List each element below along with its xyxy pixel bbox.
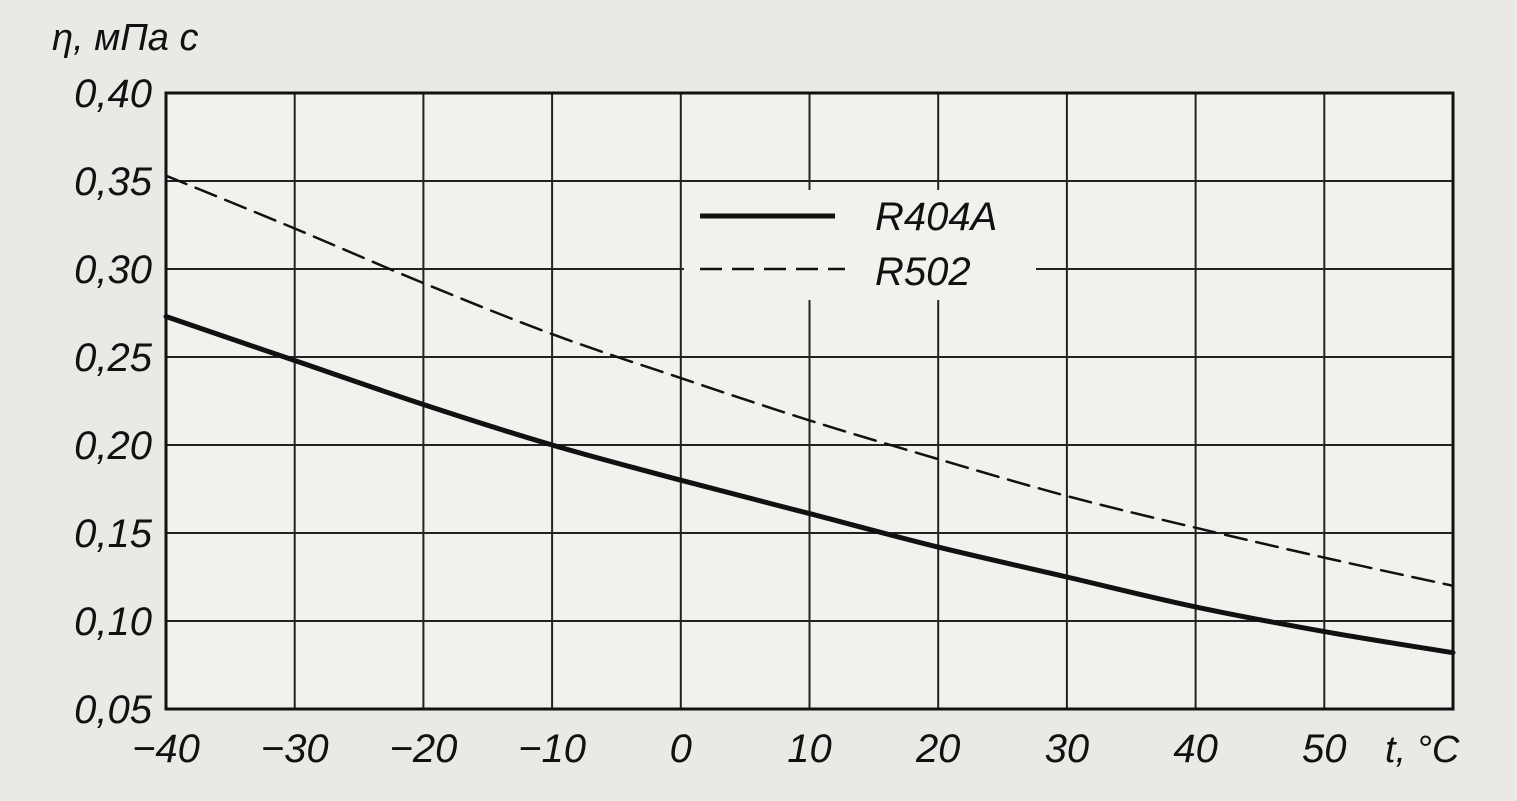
y-tick-label: 0,10 bbox=[74, 600, 152, 644]
y-axis-label: η, мПа с bbox=[52, 17, 199, 59]
series-line-r502 bbox=[164, 174, 1455, 588]
legend: R404A R502 bbox=[684, 190, 1036, 300]
x-tick-label: −30 bbox=[261, 727, 329, 771]
legend-label-r404a: R404A bbox=[875, 195, 997, 239]
x-tick-label: 30 bbox=[1045, 727, 1090, 771]
x-tick-label: 10 bbox=[787, 727, 832, 771]
legend-background bbox=[684, 190, 1036, 300]
x-tick-label: −10 bbox=[518, 727, 586, 771]
x-tick-label: 0 bbox=[670, 727, 692, 771]
legend-label-r502: R502 bbox=[875, 250, 971, 294]
y-tick-label: 0,25 bbox=[74, 336, 153, 380]
x-tick-label: 50 bbox=[1302, 727, 1347, 771]
y-tick-labels: 0,05 0,10 0,15 0,20 0,25 0,30 0,35 0,40 bbox=[74, 72, 153, 732]
x-tick-label: 20 bbox=[915, 727, 961, 771]
x-tick-labels: −40 −30 −20 −10 0 10 20 30 40 50 bbox=[132, 727, 1346, 771]
x-axis-label: t, °C bbox=[1385, 729, 1460, 771]
x-tick-label: 40 bbox=[1173, 727, 1218, 771]
x-tick-label: −20 bbox=[389, 727, 457, 771]
y-tick-label: 0,40 bbox=[74, 72, 152, 116]
y-tick-label: 0,15 bbox=[74, 512, 153, 556]
plot-frame bbox=[164, 91, 1455, 711]
y-tick-label: 0,30 bbox=[74, 248, 152, 292]
series-layer bbox=[163, 174, 1456, 656]
y-tick-label: 0,35 bbox=[74, 160, 153, 204]
y-tick-label: 0,05 bbox=[74, 688, 153, 732]
y-tick-label: 0,20 bbox=[74, 424, 152, 468]
x-tick-label: −40 bbox=[132, 727, 200, 771]
series-line-r404a bbox=[163, 314, 1456, 656]
